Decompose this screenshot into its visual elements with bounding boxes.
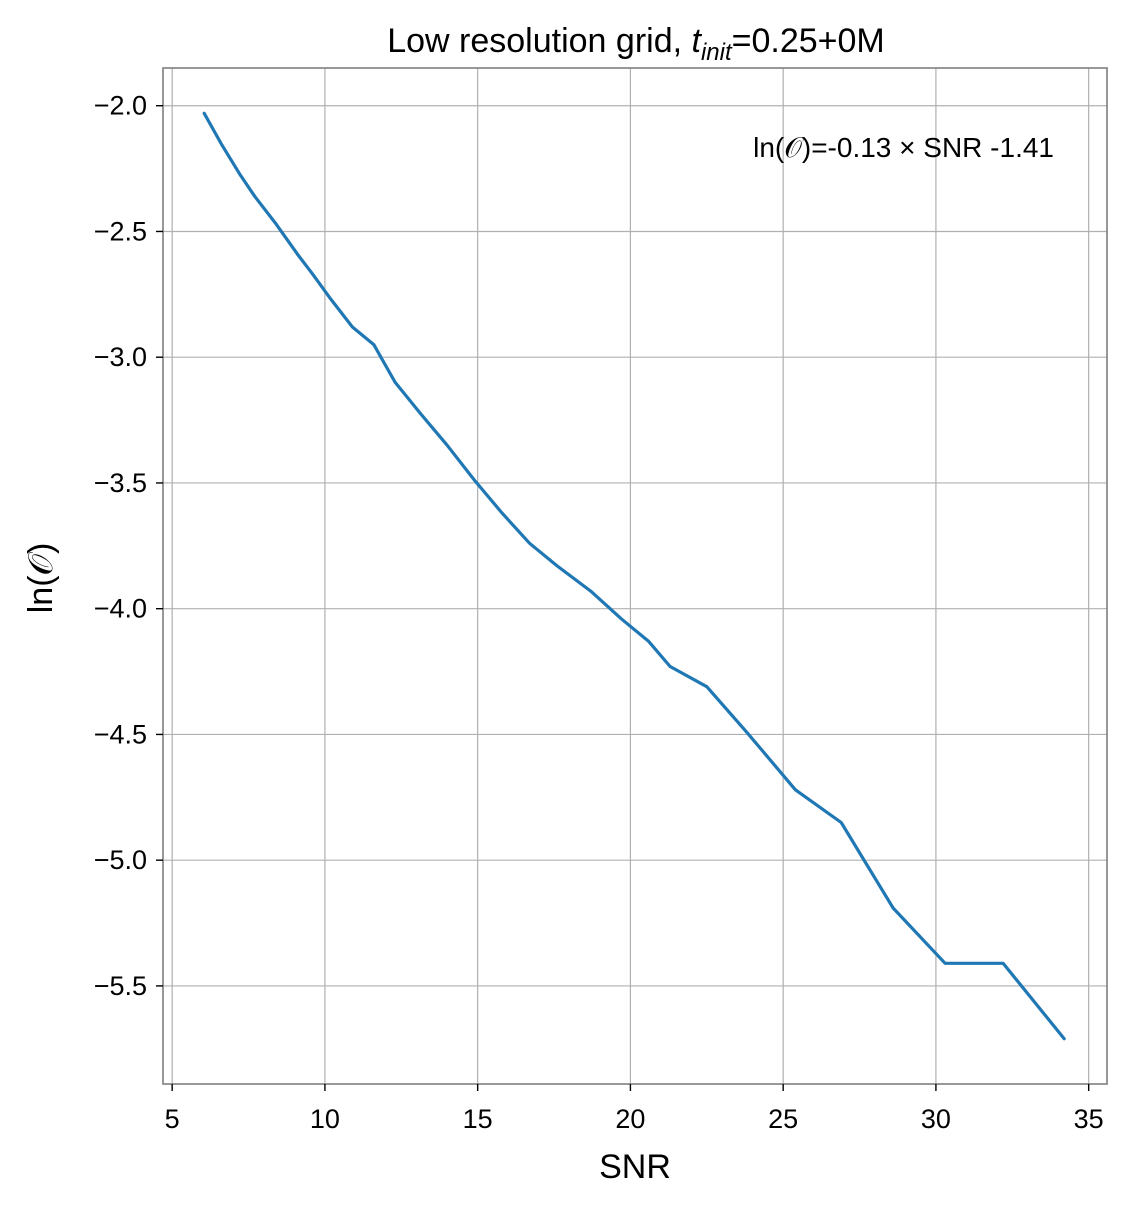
fit-annotation: ln(𝒪)=-0.13 × SNR -1.41 bbox=[753, 132, 1054, 163]
y-axis-label: ln(𝒪) bbox=[22, 543, 60, 614]
x-tick-label: 5 bbox=[165, 1104, 180, 1134]
chart-title-variable: t bbox=[692, 22, 703, 60]
chart-title: Low resolution grid, tinit=0.25+0M bbox=[387, 22, 885, 66]
y-tick-label: −3.0 bbox=[94, 342, 147, 372]
x-axis-label: SNR bbox=[599, 1148, 671, 1186]
x-tick-label: 25 bbox=[768, 1104, 798, 1134]
plot-frame bbox=[162, 67, 1108, 1085]
grid-lines bbox=[163, 68, 1107, 1084]
series-layer bbox=[202, 111, 1066, 1041]
y-tick-label: −2.0 bbox=[94, 91, 147, 121]
y-tick-label: −5.5 bbox=[94, 971, 147, 1001]
y-tick-label: −4.0 bbox=[94, 594, 147, 624]
chart-title-suffix: =0.25+0M bbox=[732, 22, 885, 60]
y-tick-label: −4.5 bbox=[94, 719, 147, 749]
y-tick-label: −3.5 bbox=[94, 468, 147, 498]
x-tick-label: 10 bbox=[310, 1104, 340, 1134]
chart-title-prefix: Low resolution grid, bbox=[387, 22, 691, 60]
axis-ticks: 5 10 15 20 25 30 35 −2.0 −2.5 −3.0 −3.5 −4.0 −4.5 −5.… bbox=[94, 91, 1104, 1134]
x-tick-label: 35 bbox=[1074, 1104, 1104, 1134]
y-tick-label: −2.5 bbox=[94, 216, 147, 246]
chart-title-subscript: init bbox=[701, 39, 733, 66]
series-line bbox=[202, 111, 1066, 1041]
y-tick-label: −5.0 bbox=[94, 845, 147, 875]
x-tick-label: 20 bbox=[615, 1104, 645, 1134]
x-tick-label: 30 bbox=[921, 1104, 951, 1134]
x-tick-label: 15 bbox=[463, 1104, 493, 1134]
